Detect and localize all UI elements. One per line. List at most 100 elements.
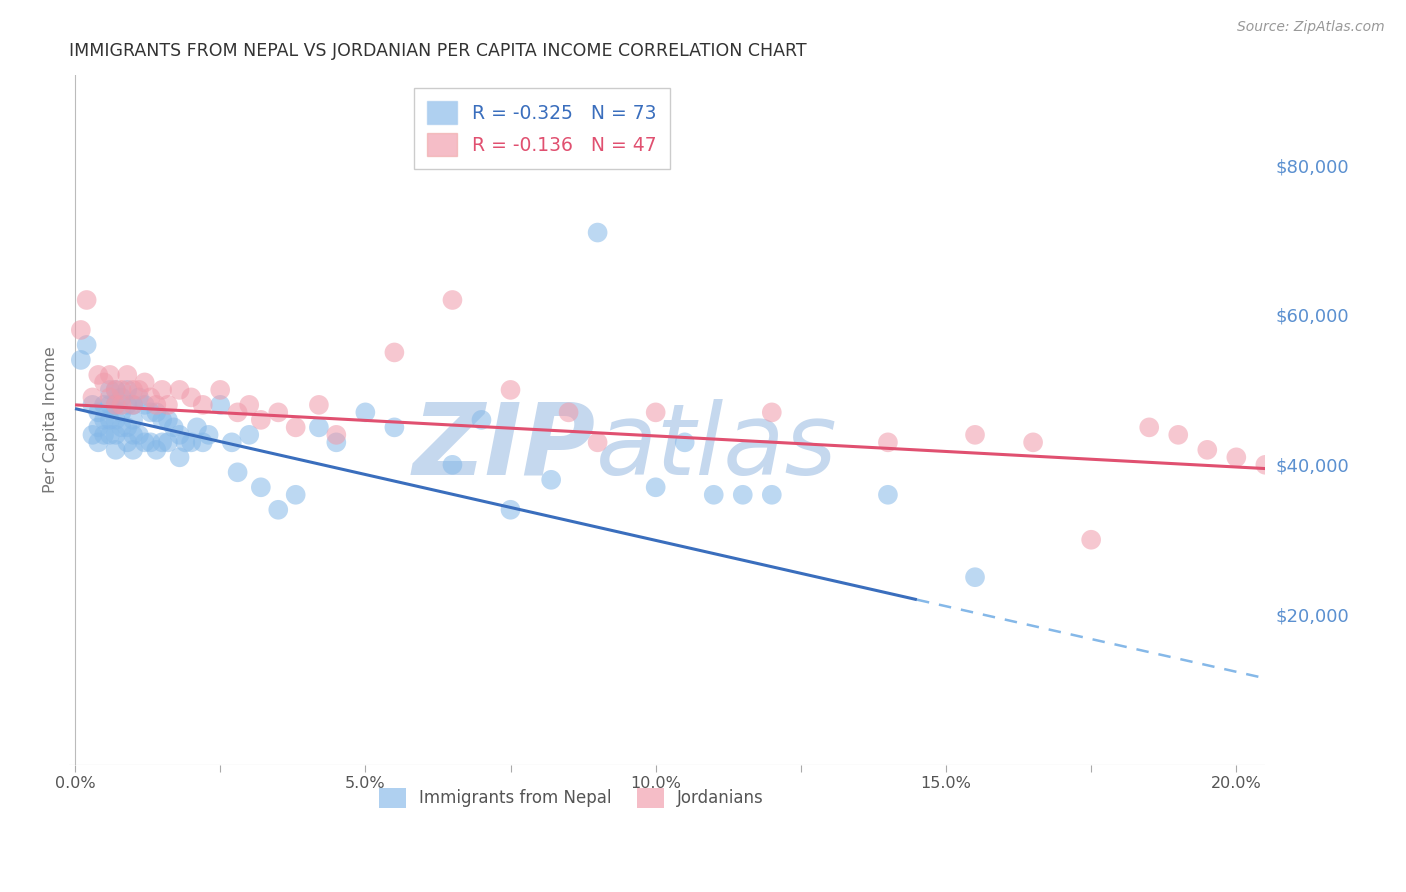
Point xyxy=(104,398,127,412)
Point xyxy=(963,570,986,584)
Point xyxy=(110,390,132,404)
Point xyxy=(586,435,609,450)
Point xyxy=(761,488,783,502)
Point xyxy=(238,427,260,442)
Point xyxy=(169,427,191,442)
Point xyxy=(1254,458,1277,472)
Point xyxy=(1197,442,1219,457)
Point xyxy=(69,323,91,337)
Point xyxy=(540,473,562,487)
Point xyxy=(1022,435,1045,450)
Point xyxy=(122,398,145,412)
Point xyxy=(87,435,110,450)
Point xyxy=(76,293,98,307)
Point xyxy=(156,435,179,450)
Point xyxy=(93,376,115,390)
Point xyxy=(87,368,110,382)
Point xyxy=(761,405,783,419)
Point xyxy=(82,390,104,404)
Point xyxy=(226,405,249,419)
Point xyxy=(877,435,900,450)
Point xyxy=(470,413,492,427)
Point xyxy=(209,398,232,412)
Point xyxy=(163,420,186,434)
Point xyxy=(703,488,725,502)
Point xyxy=(87,405,110,419)
Text: Source: ZipAtlas.com: Source: ZipAtlas.com xyxy=(1237,20,1385,34)
Point xyxy=(98,383,121,397)
Point xyxy=(186,420,208,434)
Point xyxy=(197,427,219,442)
Point xyxy=(104,427,127,442)
Point xyxy=(284,420,307,434)
Point xyxy=(134,435,156,450)
Point xyxy=(69,352,91,367)
Point xyxy=(110,405,132,419)
Point xyxy=(117,420,139,434)
Point xyxy=(117,368,139,382)
Point xyxy=(1080,533,1102,547)
Point xyxy=(180,435,202,450)
Point xyxy=(169,383,191,397)
Point xyxy=(150,435,173,450)
Point xyxy=(308,398,330,412)
Point xyxy=(104,398,127,412)
Point xyxy=(209,383,232,397)
Point xyxy=(221,435,243,450)
Point xyxy=(110,420,132,434)
Point xyxy=(82,398,104,412)
Point xyxy=(93,398,115,412)
Point xyxy=(134,376,156,390)
Point xyxy=(1137,420,1160,434)
Point xyxy=(139,435,162,450)
Point xyxy=(325,435,347,450)
Point xyxy=(1167,427,1189,442)
Point xyxy=(156,398,179,412)
Point xyxy=(644,405,666,419)
Point xyxy=(250,413,273,427)
Point xyxy=(963,427,986,442)
Point xyxy=(98,368,121,382)
Point xyxy=(145,442,167,457)
Point xyxy=(122,427,145,442)
Text: atlas: atlas xyxy=(596,399,837,496)
Point xyxy=(82,427,104,442)
Text: IMMIGRANTS FROM NEPAL VS JORDANIAN PER CAPITA INCOME CORRELATION CHART: IMMIGRANTS FROM NEPAL VS JORDANIAN PER C… xyxy=(69,42,807,60)
Point xyxy=(325,427,347,442)
Point xyxy=(122,413,145,427)
Point xyxy=(354,405,377,419)
Point xyxy=(180,390,202,404)
Point xyxy=(87,420,110,434)
Point xyxy=(499,502,522,516)
Point xyxy=(250,480,273,494)
Text: ZIP: ZIP xyxy=(412,399,596,496)
Point xyxy=(117,383,139,397)
Legend: Immigrants from Nepal, Jordanians: Immigrants from Nepal, Jordanians xyxy=(373,781,770,814)
Point xyxy=(267,502,290,516)
Point xyxy=(156,413,179,427)
Point xyxy=(191,435,214,450)
Point xyxy=(877,488,900,502)
Point xyxy=(499,383,522,397)
Point xyxy=(673,435,696,450)
Point xyxy=(731,488,754,502)
Point xyxy=(644,480,666,494)
Point xyxy=(98,398,121,412)
Point xyxy=(134,398,156,412)
Point xyxy=(226,465,249,479)
Point xyxy=(284,488,307,502)
Point xyxy=(145,398,167,412)
Point xyxy=(191,398,214,412)
Point xyxy=(110,383,132,397)
Point xyxy=(139,405,162,419)
Point xyxy=(128,383,150,397)
Point xyxy=(98,427,121,442)
Point xyxy=(128,427,150,442)
Point xyxy=(122,398,145,412)
Point xyxy=(441,458,464,472)
Point xyxy=(104,413,127,427)
Point xyxy=(557,405,579,419)
Point xyxy=(384,420,406,434)
Point xyxy=(441,293,464,307)
Point xyxy=(238,398,260,412)
